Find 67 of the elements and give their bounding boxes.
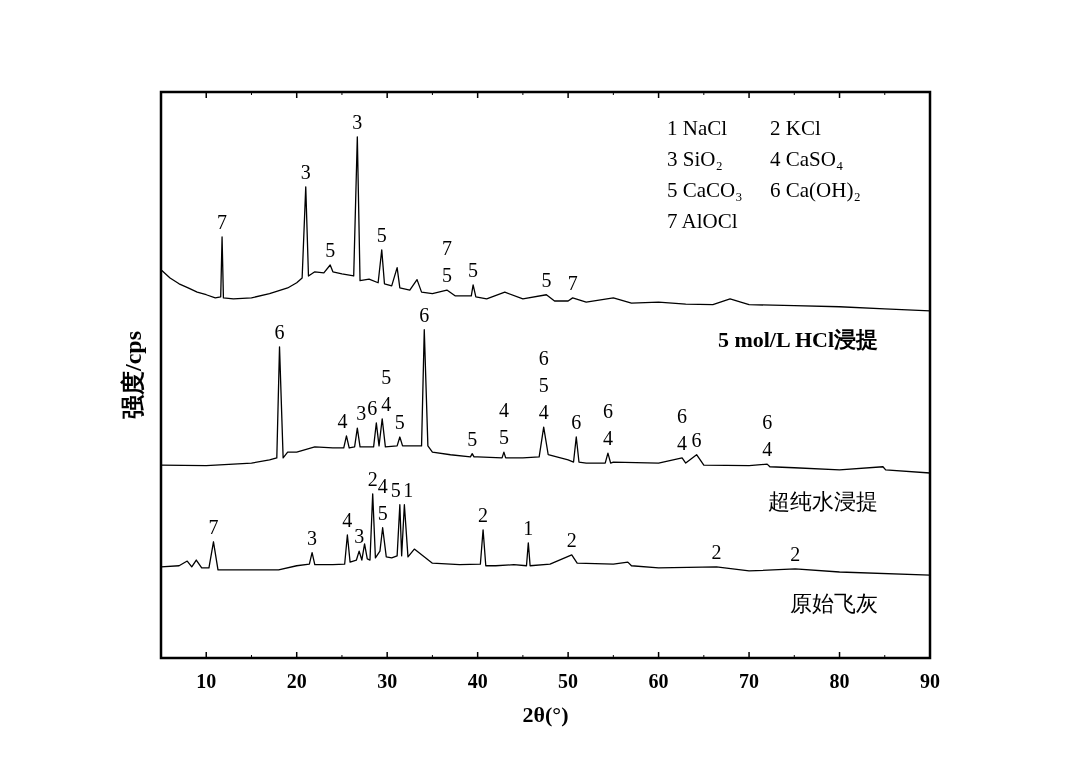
- annotation: 5: [376, 223, 387, 246]
- y-axis-title: 强度/cps: [120, 330, 146, 420]
- annotation: 7: [441, 237, 452, 260]
- x-tick-label: 20: [286, 670, 307, 692]
- annotation: 4: [381, 392, 392, 415]
- annotation: 4: [337, 409, 348, 432]
- x-tick-label: 60: [648, 670, 669, 692]
- annotation: 6: [602, 400, 613, 423]
- x-tick-label: 30: [377, 670, 398, 692]
- annotation: 3: [356, 402, 367, 425]
- annotation: 2: [711, 540, 722, 563]
- annotation: 4: [498, 399, 509, 422]
- annotation: 2: [566, 528, 577, 551]
- annotation: 6: [367, 396, 378, 419]
- annotation: 5: [498, 426, 509, 449]
- annotation: 2: [478, 503, 489, 526]
- annotation: 7: [217, 210, 228, 233]
- annotation: 6: [677, 404, 688, 427]
- annotation: 1: [403, 478, 414, 501]
- annotation: 4: [677, 431, 688, 454]
- annotation: 5: [541, 268, 552, 291]
- annotation: 6: [762, 411, 773, 434]
- annotation: 4: [342, 509, 353, 531]
- x-tick-label: 90: [920, 670, 940, 692]
- annotation: 5: [390, 478, 401, 501]
- x-tick-label: 70: [739, 670, 760, 692]
- annotation: 6: [691, 428, 702, 451]
- annotation: 5 CaCO₃: [667, 178, 743, 202]
- annotation: 2: [790, 542, 801, 565]
- annotation: 1: [523, 516, 534, 539]
- annotation: 6: [538, 347, 549, 370]
- annotation: 5: [468, 258, 479, 281]
- annotation: 6: [274, 320, 285, 343]
- annotation: 2: [367, 467, 378, 490]
- annotation: 6: [419, 303, 430, 326]
- annotation: 4: [602, 427, 613, 450]
- annotation: 5: [441, 264, 452, 287]
- x-axis-title: 2θ(°): [522, 702, 569, 727]
- annotation: 7 AlOCl: [667, 209, 738, 233]
- annotation: 4: [762, 438, 773, 461]
- series-label: 原始飞灰: [790, 591, 878, 617]
- annotation: 5: [394, 411, 405, 434]
- annotation: 3: [307, 526, 318, 549]
- x-tick-label: 80: [829, 670, 850, 692]
- annotation: 5: [325, 239, 336, 262]
- annotation: 4: [377, 474, 388, 497]
- annotation: 3: [300, 160, 311, 183]
- annotation: 3 SiO₂: [667, 147, 723, 171]
- annotation: 3: [354, 525, 365, 548]
- annotation: 5: [467, 427, 478, 450]
- annotation: 6: [571, 411, 582, 434]
- annotation: 5: [538, 374, 549, 397]
- annotation: 2 KCl: [770, 116, 821, 140]
- annotation: 7: [567, 271, 578, 294]
- annotation: 4 CaSO₄: [770, 147, 844, 171]
- annotation: 5: [377, 501, 388, 524]
- series-label: 5 mol/L HCl浸提: [717, 326, 878, 352]
- series-label: 超纯水浸提: [768, 488, 878, 514]
- annotation: 5: [381, 365, 392, 388]
- annotation: 3: [352, 110, 363, 133]
- annotation: 7: [208, 515, 219, 538]
- annotation: 6 Ca(OH)₂: [770, 178, 861, 202]
- x-tick-label: 50: [558, 670, 579, 692]
- x-tick-label: 10: [196, 670, 217, 692]
- annotation: 1 NaCl: [667, 116, 728, 140]
- x-tick-label: 40: [467, 670, 488, 692]
- annotation: 4: [538, 401, 549, 424]
